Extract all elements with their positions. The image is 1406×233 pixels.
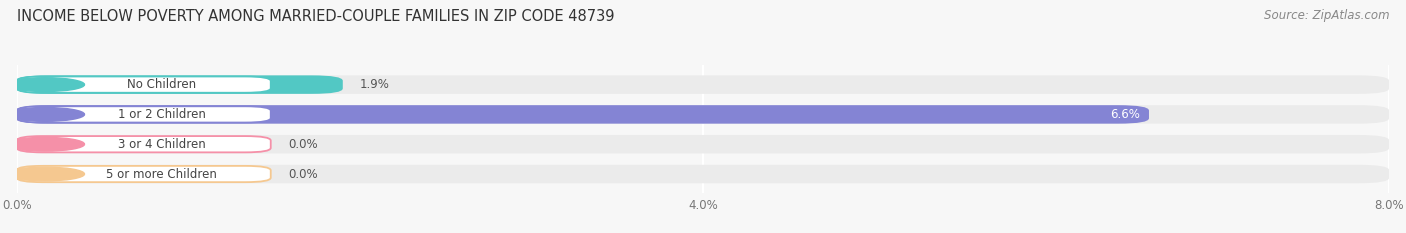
Text: 5 or more Children: 5 or more Children	[105, 168, 217, 181]
FancyBboxPatch shape	[17, 75, 1389, 94]
Text: 1 or 2 Children: 1 or 2 Children	[118, 108, 205, 121]
FancyBboxPatch shape	[17, 135, 1389, 154]
Text: 6.6%: 6.6%	[1111, 108, 1140, 121]
Text: Source: ZipAtlas.com: Source: ZipAtlas.com	[1264, 9, 1389, 22]
Circle shape	[6, 78, 84, 92]
FancyBboxPatch shape	[17, 105, 1389, 124]
FancyBboxPatch shape	[17, 136, 271, 152]
FancyBboxPatch shape	[17, 75, 343, 94]
Text: No Children: No Children	[127, 78, 197, 91]
FancyBboxPatch shape	[17, 106, 271, 123]
Circle shape	[6, 107, 84, 121]
FancyBboxPatch shape	[17, 105, 1149, 124]
Text: 0.0%: 0.0%	[288, 138, 318, 151]
FancyBboxPatch shape	[17, 166, 271, 182]
FancyBboxPatch shape	[17, 76, 271, 93]
FancyBboxPatch shape	[17, 165, 1389, 183]
Text: 0.0%: 0.0%	[288, 168, 318, 181]
Circle shape	[6, 137, 84, 151]
Text: INCOME BELOW POVERTY AMONG MARRIED-COUPLE FAMILIES IN ZIP CODE 48739: INCOME BELOW POVERTY AMONG MARRIED-COUPL…	[17, 9, 614, 24]
Text: 1.9%: 1.9%	[360, 78, 389, 91]
Text: 3 or 4 Children: 3 or 4 Children	[118, 138, 205, 151]
Circle shape	[6, 167, 84, 181]
